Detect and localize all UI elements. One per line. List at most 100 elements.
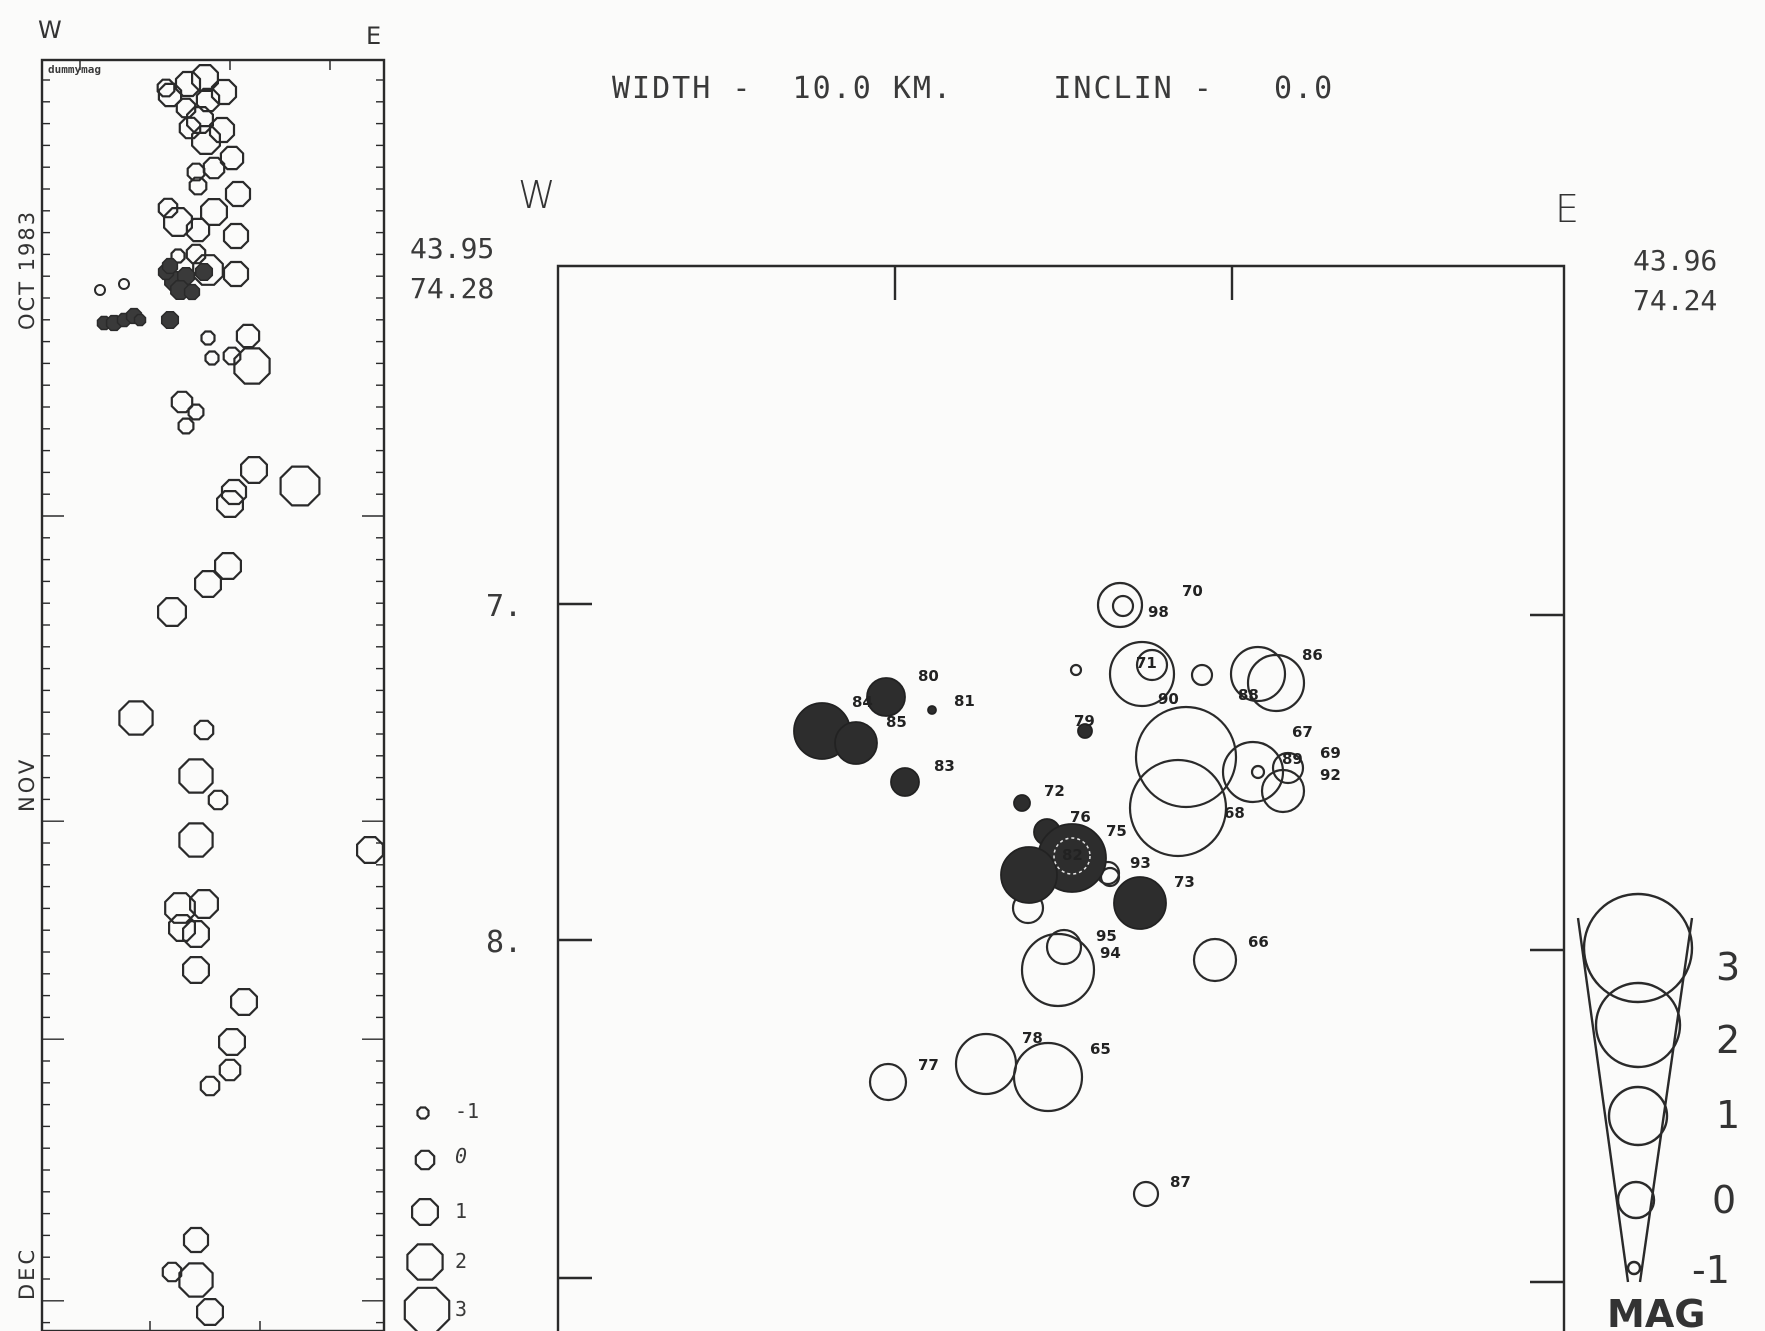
section-event-overlap-outline bbox=[1053, 837, 1091, 875]
timeline-event-octagon bbox=[118, 700, 154, 736]
mag-value-1: 1 bbox=[1716, 1093, 1740, 1137]
section-events bbox=[793, 581, 1306, 1208]
event-label-93: 93 bbox=[1130, 854, 1151, 872]
timeline-event-octagon bbox=[218, 1027, 246, 1057]
event-label-98: 98 bbox=[1148, 603, 1169, 621]
section-event-filled bbox=[866, 677, 906, 717]
section-event-open bbox=[1250, 764, 1266, 780]
section-event-open bbox=[1135, 648, 1169, 682]
legend-label-minus1: -1 bbox=[455, 1099, 479, 1123]
event-label-85: 85 bbox=[886, 713, 907, 731]
timeline-frame bbox=[40, 58, 386, 1331]
event-label-95: 95 bbox=[1096, 927, 1117, 945]
timeline-panel: W E dummymag OCT 1983 NOV DEC bbox=[15, 16, 386, 1331]
timeline-event-octagon bbox=[207, 789, 229, 811]
timeline-event-octagon bbox=[156, 78, 176, 98]
timeline-event-octagon bbox=[185, 243, 207, 265]
mag-circle-2 bbox=[1594, 981, 1682, 1069]
event-label-66: 66 bbox=[1248, 933, 1269, 951]
event-label-75: 75 bbox=[1106, 822, 1127, 840]
mag-circle-minus1 bbox=[1626, 1260, 1642, 1276]
section-event-open bbox=[1108, 640, 1176, 708]
timeline-ticks bbox=[42, 60, 384, 1331]
timeline-event-octagon bbox=[214, 551, 242, 581]
event-label-82: 82 bbox=[1062, 846, 1083, 864]
section-west-label: W bbox=[518, 173, 556, 217]
section-event-filled bbox=[1113, 876, 1167, 930]
event-label-77: 77 bbox=[918, 1056, 939, 1074]
timeline-event-small bbox=[94, 284, 106, 296]
section-event-open bbox=[868, 1062, 908, 1102]
section-event-open bbox=[1229, 645, 1287, 703]
event-label-81: 81 bbox=[954, 692, 975, 710]
section-event-open bbox=[1045, 928, 1083, 966]
month-label-nov: NOV bbox=[15, 757, 39, 812]
timeline-event-octagon bbox=[170, 248, 186, 264]
section-event-filled bbox=[890, 767, 920, 797]
timeline-legend-symbols bbox=[403, 1106, 451, 1331]
timeline-event-octagon bbox=[196, 1297, 224, 1327]
timeline-west-label: W bbox=[38, 16, 62, 44]
mag-value-3: 3 bbox=[1716, 945, 1740, 989]
legend-label-2: 2 bbox=[455, 1249, 467, 1273]
timeline-event-octagon bbox=[191, 124, 221, 155]
timeline-event-octagon bbox=[192, 254, 224, 286]
event-label-86: 86 bbox=[1302, 646, 1323, 664]
section-event-open bbox=[1190, 663, 1214, 687]
section-header: WIDTH - 10.0 KM. INCLIN - 0.0 bbox=[612, 71, 1334, 106]
mag-cone-left bbox=[1576, 917, 1630, 1283]
event-label-88: 88 bbox=[1238, 686, 1259, 704]
timeline-event-octagon bbox=[157, 197, 179, 219]
timeline-event-octagon bbox=[235, 323, 261, 349]
section-event-open bbox=[1132, 1180, 1160, 1208]
section-event-open bbox=[1221, 740, 1285, 804]
timeline-legend: -1 0 1 2 3 bbox=[403, 1099, 479, 1331]
section-right-lat: 43.96 bbox=[1633, 244, 1717, 277]
legend-label-0: 0 bbox=[455, 1144, 467, 1168]
timeline-events bbox=[94, 63, 384, 1327]
legend-label-3: 3 bbox=[455, 1297, 467, 1321]
timeline-event-octagon bbox=[174, 70, 202, 98]
event-label-80: 80 bbox=[918, 667, 939, 685]
timeline-event-octagon bbox=[185, 217, 211, 243]
timeline-event-filled bbox=[133, 313, 147, 327]
timeline-event-octagon bbox=[186, 162, 206, 182]
section-left-lat: 43.95 bbox=[410, 232, 494, 265]
timeline-event-filled bbox=[194, 262, 214, 282]
section-event-open bbox=[1020, 932, 1096, 1008]
timeline-box-label: dummymag bbox=[48, 63, 101, 76]
event-label-70: 70 bbox=[1182, 582, 1203, 600]
timeline-event-octagon bbox=[186, 105, 214, 134]
timeline-event-octagon bbox=[218, 1058, 242, 1082]
event-label-68: 68 bbox=[1224, 804, 1245, 822]
timeline-legend-symbol bbox=[406, 1243, 444, 1281]
section-event-filled bbox=[1000, 846, 1058, 904]
event-label-89: 89 bbox=[1282, 750, 1303, 768]
timeline-event-octagon bbox=[240, 456, 268, 484]
timeline-event-octagon bbox=[161, 1261, 183, 1283]
event-label-76: 76 bbox=[1070, 808, 1091, 826]
timeline-legend-symbol bbox=[403, 1286, 451, 1331]
mag-circle-0 bbox=[1616, 1180, 1656, 1220]
section-event-filled bbox=[1013, 794, 1031, 812]
mag-circle-1 bbox=[1607, 1085, 1669, 1147]
timeline-event-filled bbox=[183, 283, 201, 301]
timeline-legend-symbol bbox=[414, 1149, 436, 1171]
timeline-event-octagon bbox=[178, 1262, 214, 1298]
event-label-87: 87 bbox=[1170, 1173, 1191, 1191]
mag-title: MAG bbox=[1607, 1292, 1705, 1331]
section-ticks bbox=[558, 266, 1564, 1284]
event-label-84: 84 bbox=[852, 693, 873, 711]
timeline-event-octagon bbox=[182, 955, 210, 985]
event-label-65: 65 bbox=[1090, 1040, 1111, 1058]
timeline-event-octagon bbox=[164, 892, 196, 924]
section-east-label: E bbox=[1555, 187, 1579, 231]
section-right-lon: 74.24 bbox=[1633, 284, 1717, 317]
timeline-event-octagon bbox=[157, 82, 183, 108]
section-event-open bbox=[1134, 705, 1238, 809]
section-event-open bbox=[1260, 768, 1306, 814]
event-label-73: 73 bbox=[1174, 873, 1195, 891]
timeline-event-octagon bbox=[216, 490, 244, 519]
timeline-event-octagon bbox=[178, 758, 214, 794]
